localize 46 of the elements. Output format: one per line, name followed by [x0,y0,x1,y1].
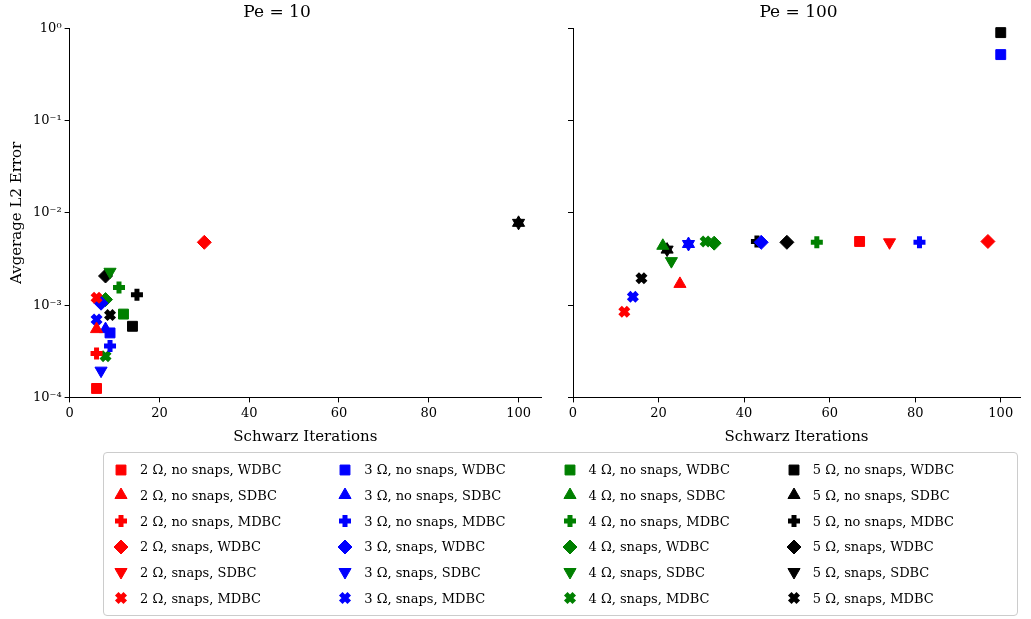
y-tick-label: 10⁻³ [32,296,62,312]
x-tick-label: 80 [420,404,438,420]
x-tick-label: 0 [568,404,578,420]
x-tick-label: 80 [906,404,924,420]
legend-label: 2 Ω, no snaps, WDBC [140,462,282,478]
x-axis-title: Schwarz Iterations [724,426,869,445]
legend-label: 5 Ω, snaps, SDBC [812,564,930,580]
x-tick-label: 40 [735,404,753,420]
legend-label: 2 Ω, no snaps, MDBC [140,513,282,529]
chart-title: Pe = 10 [243,0,311,21]
y-tick-label: 10⁻⁴ [32,388,62,404]
x-tick-label: 100 [988,404,1014,420]
legend-label: 4 Ω, no snaps, MDBC [588,513,730,529]
legend-label: 5 Ω, no snaps, WDBC [812,462,955,478]
legend-label: 3 Ω, no snaps, SDBC [364,487,502,503]
x-axis-title: Schwarz Iterations [233,426,378,445]
y-tick-label: 10⁻² [32,204,62,220]
legend-label: 4 Ω, no snaps, SDBC [588,487,726,503]
legend-label: 3 Ω, snaps, WDBC [364,539,486,555]
legend-label: 3 Ω, no snaps, MDBC [364,513,506,529]
chart-title: Pe = 100 [759,0,838,21]
legend-label: 4 Ω, snaps, SDBC [588,564,706,580]
legend-label: 2 Ω, snaps, SDBC [140,564,257,580]
x-tick-label: 60 [821,404,838,420]
y-tick-label: 10⁻¹ [32,112,62,128]
legend-label: 5 Ω, snaps, MDBC [812,590,934,606]
legend-label: 5 Ω, snaps, WDBC [812,539,934,555]
legend-label: 4 Ω, snaps, WDBC [588,539,710,555]
legend-label: 2 Ω, snaps, WDBC [140,539,262,555]
legend-label: 4 Ω, no snaps, WDBC [588,462,730,478]
x-tick-label: 60 [330,404,348,420]
x-tick-label: 20 [650,404,667,420]
x-tick-label: 100 [506,404,531,420]
legend-label: 5 Ω, no snaps, MDBC [812,513,955,529]
legend-label: 4 Ω, snaps, MDBC [588,590,710,606]
y-axis-title: Avgerage L2 Error [6,140,25,286]
x-tick-label: 0 [65,404,74,420]
x-tick-label: 40 [240,404,258,420]
legend-label: 2 Ω, snaps, MDBC [140,590,261,606]
legend-label: 3 Ω, no snaps, WDBC [364,462,506,478]
x-tick-label: 20 [151,404,168,420]
legend-label: 3 Ω, snaps, MDBC [364,590,486,606]
y-tick-label: 10⁰ [39,19,62,35]
legend-label: 3 Ω, snaps, SDBC [364,564,481,580]
legend-label: 2 Ω, no snaps, SDBC [140,487,277,503]
legend-label: 5 Ω, no snaps, SDBC [812,487,950,503]
